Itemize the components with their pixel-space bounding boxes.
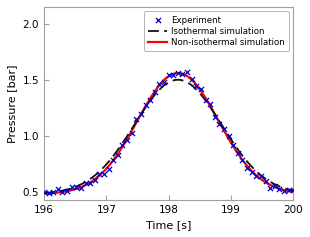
Experiment (249, 170, 254, 173)
Isothermal simulation (284, 187, 288, 190)
Experiment (166, 73, 171, 77)
Experiment (106, 167, 111, 171)
Experiment (226, 134, 231, 138)
Experiment (101, 172, 106, 176)
Experiment (78, 186, 83, 190)
Experiment (189, 77, 194, 81)
Isothermal simulation (284, 187, 288, 190)
Experiment (222, 127, 227, 131)
Experiment (97, 173, 102, 176)
Experiment (175, 71, 180, 75)
Experiment (51, 190, 56, 193)
Experiment (74, 185, 79, 189)
Y-axis label: Pressure [bar]: Pressure [bar] (7, 64, 17, 142)
Experiment (129, 131, 134, 135)
X-axis label: Time [s]: Time [s] (146, 220, 191, 230)
Experiment (231, 143, 236, 147)
Experiment (157, 82, 162, 86)
Experiment (46, 191, 51, 195)
Experiment (212, 115, 217, 119)
Legend: Experiment, Isothermal simulation, Non-isothermal simulation: Experiment, Isothermal simulation, Non-i… (144, 11, 289, 51)
Line: Isothermal simulation: Isothermal simulation (44, 80, 293, 193)
Non-isothermal simulation (157, 85, 161, 87)
Isothermal simulation (157, 89, 161, 92)
Experiment (134, 117, 139, 121)
Line: Non-isothermal simulation: Non-isothermal simulation (44, 73, 293, 194)
Experiment (286, 188, 291, 191)
Isothermal simulation (55, 190, 59, 193)
Experiment (245, 166, 250, 170)
Experiment (111, 159, 116, 162)
Non-isothermal simulation (238, 156, 242, 159)
Experiment (69, 185, 74, 189)
Experiment (83, 182, 88, 185)
Non-isothermal simulation (55, 191, 59, 194)
Non-isothermal simulation (284, 189, 288, 192)
Experiment (152, 90, 157, 94)
Experiment (60, 190, 65, 194)
Experiment (171, 73, 176, 76)
Experiment (180, 73, 185, 76)
Experiment (139, 112, 144, 116)
Non-isothermal simulation (42, 192, 46, 195)
Isothermal simulation (163, 83, 167, 86)
Experiment (120, 143, 125, 147)
Non-isothermal simulation (284, 189, 288, 192)
Experiment (198, 87, 203, 91)
Experiment (55, 187, 60, 191)
Experiment (42, 191, 46, 194)
Experiment (277, 187, 282, 191)
Experiment (272, 184, 277, 188)
Experiment (64, 190, 69, 193)
Experiment (125, 138, 130, 142)
Experiment (263, 179, 268, 183)
Isothermal simulation (176, 78, 180, 81)
Experiment (281, 189, 286, 193)
Experiment (194, 84, 199, 88)
Experiment (148, 99, 153, 102)
Experiment (88, 181, 93, 185)
Non-isothermal simulation (291, 191, 295, 193)
Experiment (115, 153, 120, 157)
Isothermal simulation (291, 189, 295, 192)
Experiment (162, 80, 166, 84)
Experiment (208, 103, 213, 106)
Experiment (240, 158, 245, 161)
Experiment (235, 151, 240, 155)
Non-isothermal simulation (176, 72, 180, 74)
Non-isothermal simulation (163, 77, 167, 80)
Experiment (203, 98, 208, 101)
Experiment (217, 122, 222, 126)
Experiment (259, 174, 263, 178)
Isothermal simulation (238, 151, 242, 154)
Isothermal simulation (42, 191, 46, 194)
Experiment (268, 186, 272, 190)
Experiment (92, 178, 97, 182)
Experiment (184, 70, 189, 74)
Experiment (291, 188, 296, 191)
Experiment (143, 103, 148, 107)
Experiment (254, 174, 259, 178)
